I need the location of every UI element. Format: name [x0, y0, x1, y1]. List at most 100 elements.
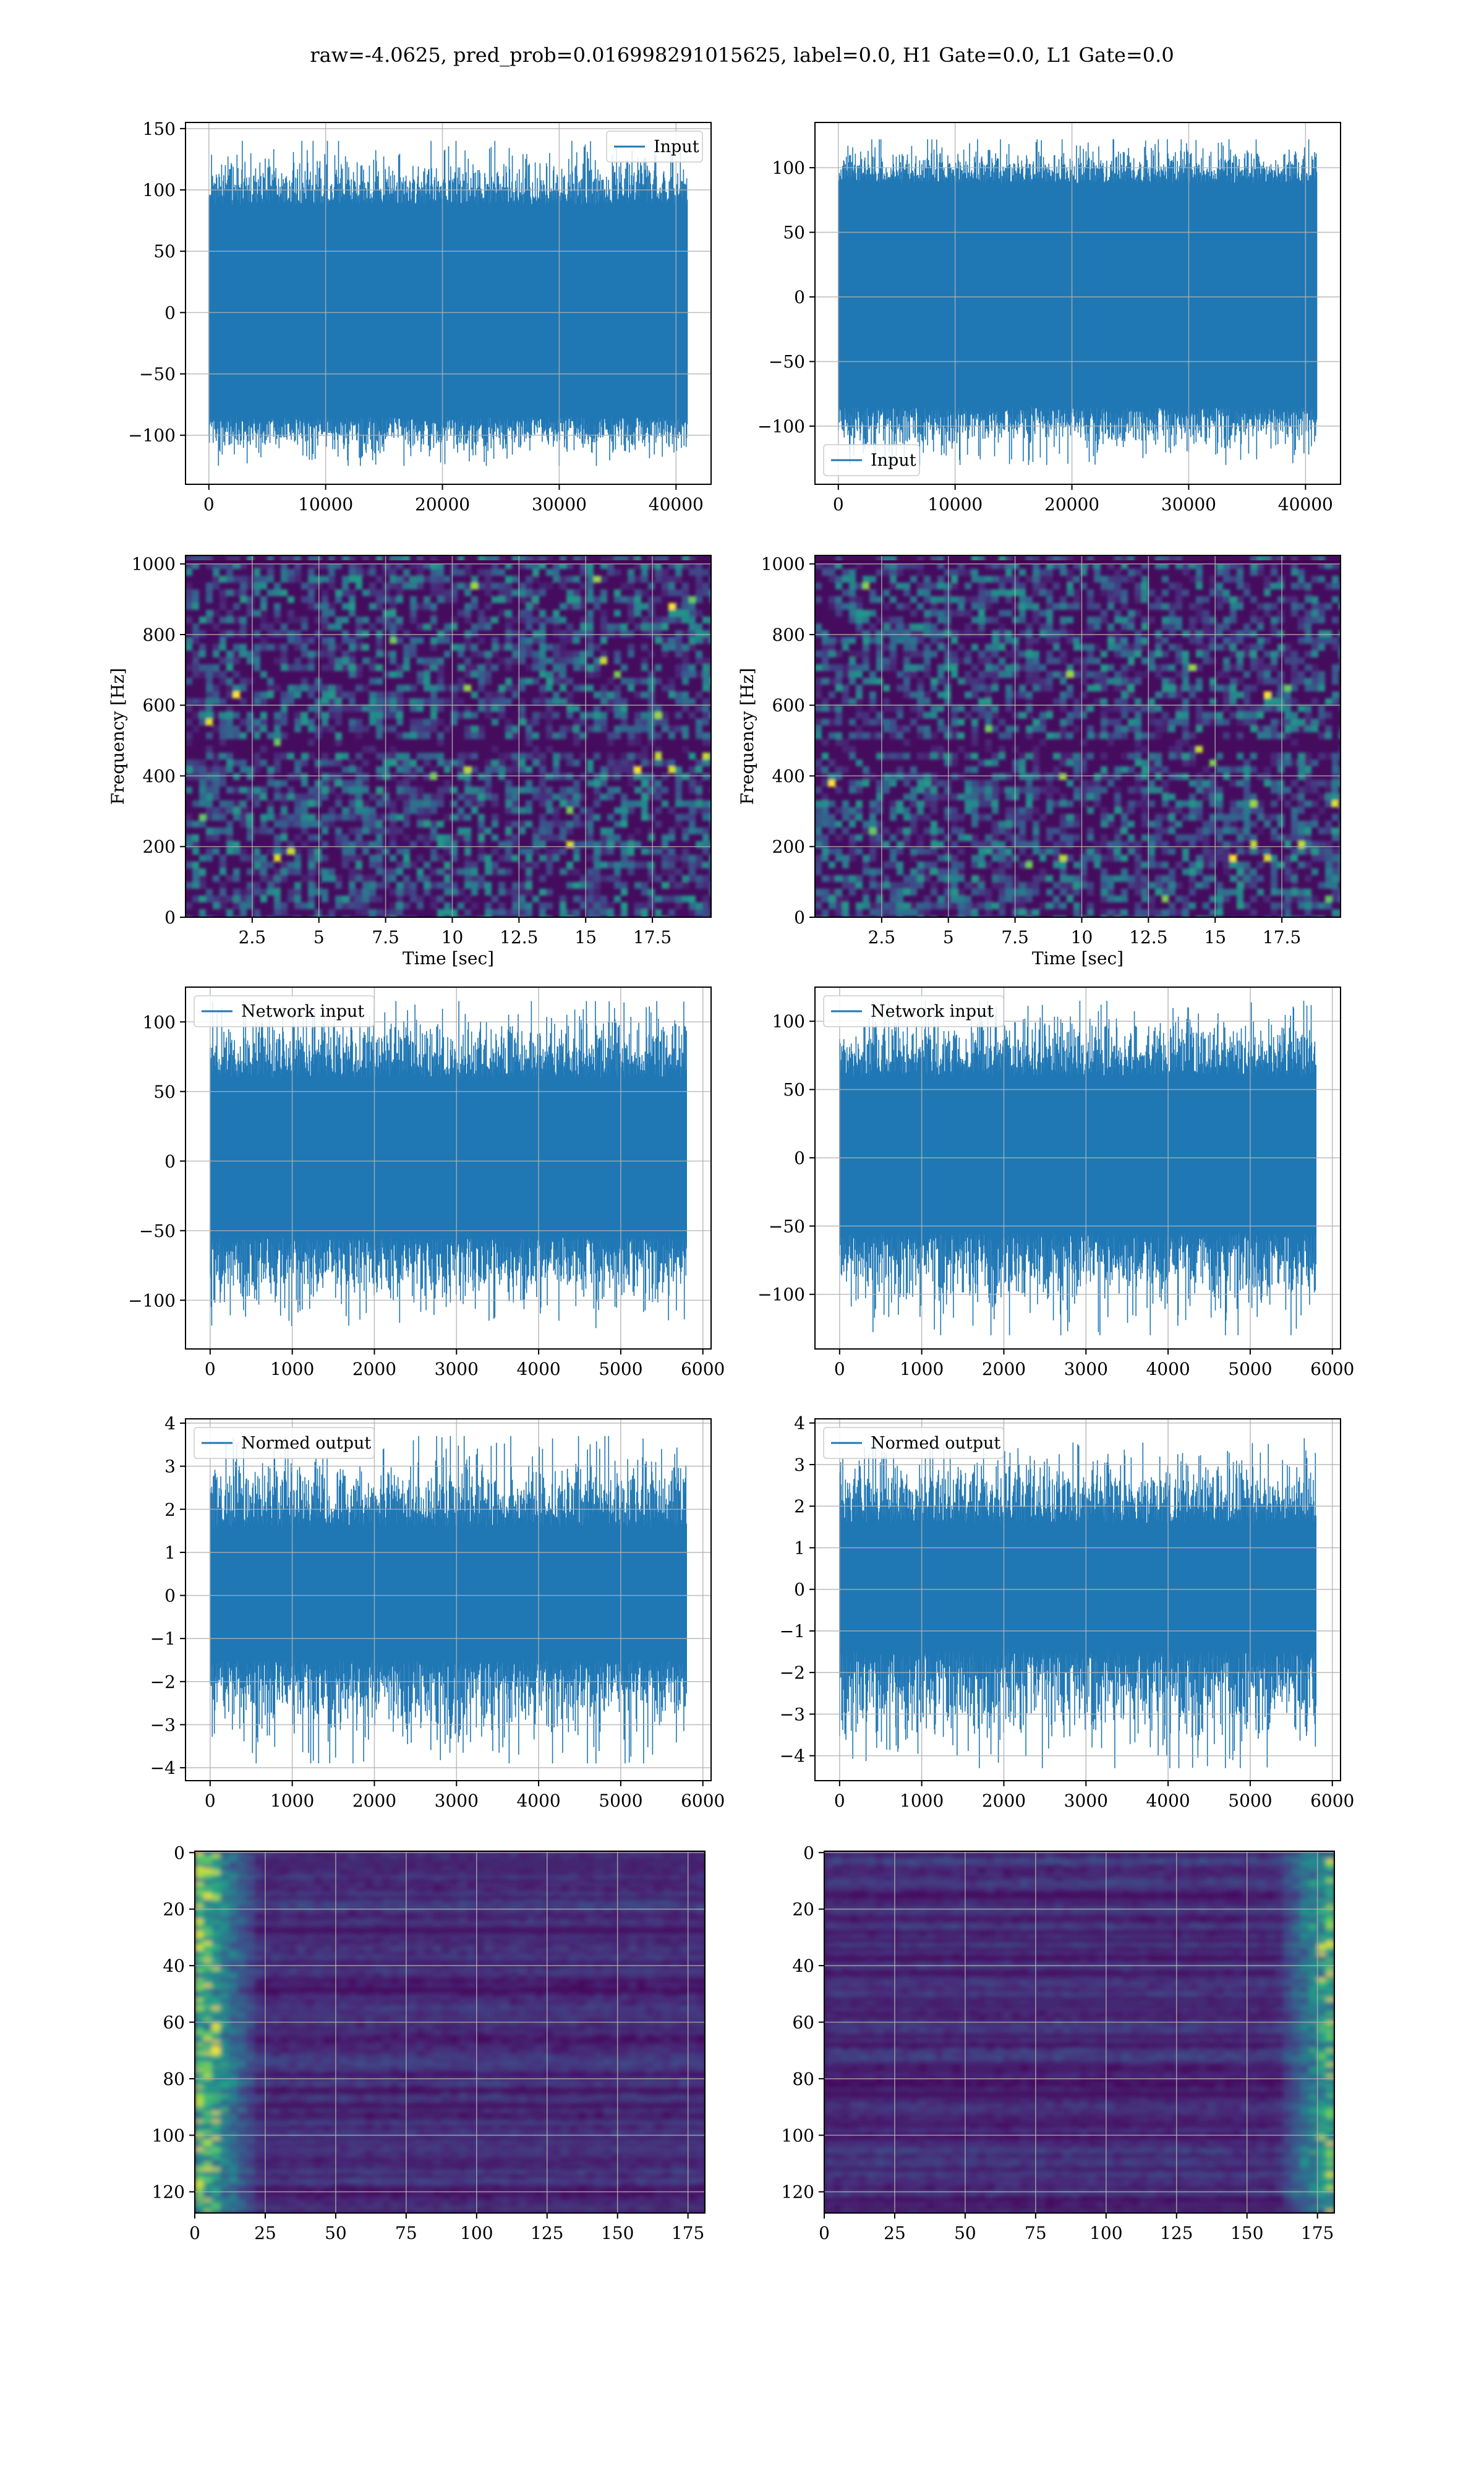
x-axis-label: Time [sec] [1032, 948, 1124, 969]
x-tick-label: 7.5 [1001, 927, 1029, 948]
legend: Normed output [823, 1427, 1004, 1459]
y-axis-label: Frequency [Hz] [737, 668, 757, 805]
x-tick-label: 10000 [927, 494, 983, 515]
x-tick-label: 5000 [599, 1359, 642, 1379]
x-tick-label: 150 [601, 2223, 634, 2243]
y-tick-label: 0 [794, 287, 805, 307]
y-tick-label: 40 [792, 1956, 814, 1976]
axes-frame [185, 555, 712, 918]
x-tick-label: 25 [254, 2223, 276, 2243]
x-tick-label: 2000 [982, 1359, 1026, 1379]
y-tick-label: −100 [757, 416, 805, 437]
series-line-normed-output [839, 1435, 1316, 1768]
subplot-5: 0 1000 2000 3000 4000 5000 6000 −100 −50 0 50 100 Ne… [128, 987, 725, 1379]
x-tick-label: 17.5 [633, 927, 672, 948]
y-tick-label: 0 [174, 1843, 185, 1863]
x-tick-label: 40000 [649, 494, 704, 515]
x-tick-label: 100 [460, 2223, 493, 2243]
x-tick-label: 10 [1071, 927, 1093, 948]
x-tick-label: 0 [834, 1359, 845, 1379]
y-tick-label: 50 [783, 223, 805, 243]
series-line-input [838, 139, 1318, 465]
y-tick-label: 800 [772, 625, 805, 645]
subplot-6: 0 1000 2000 3000 4000 5000 6000 −100 −50 0 50 100 Ne… [757, 987, 1354, 1379]
x-tick-label: 5000 [1228, 1359, 1272, 1379]
y-tick-label: 800 [143, 625, 176, 645]
x-tick-label: 75 [1025, 2223, 1047, 2243]
x-tick-label: 2000 [352, 1791, 396, 1811]
x-tick-label: 30000 [532, 494, 587, 515]
legend: Input [606, 131, 703, 163]
y-tick-label: −50 [769, 1216, 805, 1236]
y-tick-label: −4 [780, 1746, 805, 1766]
y-tick-label: 0 [164, 1586, 176, 1606]
x-tick-label: 0 [834, 1791, 845, 1811]
subplot-7: 0 1000 2000 3000 4000 5000 6000 −4 −3 −2 −1 0 1 2 3 4 No… [150, 1413, 725, 1811]
x-tick-label: 3000 [1064, 1359, 1108, 1379]
y-tick-label: −3 [780, 1704, 805, 1724]
legend-label: Network input [241, 1002, 364, 1021]
x-tick-label: 6000 [1310, 1359, 1354, 1379]
y-tick-label: −100 [128, 1290, 176, 1311]
plot-area [186, 555, 711, 917]
y-tick-label: 20 [792, 1899, 814, 1920]
x-tick-label: 10 [441, 927, 464, 948]
subplot-4: 2.5 5 7.5 10 12.5 15 17.5 0 200 400 600 800 1000 Time… [737, 554, 1341, 969]
y-tick-label: −4 [150, 1758, 176, 1778]
y-tick-label: 0 [164, 1151, 176, 1171]
x-tick-label: 3000 [1064, 1791, 1108, 1811]
axes-frame [814, 1418, 1341, 1781]
x-tick-label: 150 [1230, 2223, 1263, 2243]
series-line-network-input [839, 1001, 1316, 1335]
series-line-network-input [210, 1001, 687, 1329]
x-tick-label: 0 [833, 494, 844, 515]
x-tick-label: 6000 [681, 1791, 725, 1811]
x-tick-label: 3000 [435, 1791, 479, 1811]
x-tick-label: 6000 [681, 1359, 725, 1379]
y-tick-label: −2 [150, 1672, 176, 1692]
x-tick-label: 2.5 [868, 927, 896, 948]
x-tick-label: 1000 [900, 1791, 944, 1811]
y-tick-label: 50 [153, 1082, 176, 1102]
y-tick-label: 0 [794, 1580, 805, 1600]
y-tick-label: 1000 [132, 554, 176, 575]
y-tick-label: 200 [143, 837, 176, 857]
y-tick-label: 400 [772, 766, 805, 786]
y-tick-label: 50 [783, 1080, 805, 1100]
y-tick-label: 4 [164, 1413, 176, 1434]
y-tick-label: 150 [143, 119, 176, 139]
y-tick-label: −3 [150, 1714, 176, 1735]
subplot-3: 2.5 5 7.5 10 12.5 15 17.5 0 200 400 600 800 1000 Time… [108, 554, 712, 969]
y-tick-label: 2 [794, 1496, 805, 1517]
x-tick-label: 2000 [352, 1359, 396, 1379]
subplot-1: 0 10000 20000 30000 40000 −100 −50 0 50 100 150 Inp… [128, 119, 712, 515]
plot-area [824, 1851, 1334, 2213]
axes-frame [814, 122, 1341, 485]
x-tick-label: 30000 [1161, 494, 1216, 515]
x-tick-label: 17.5 [1263, 927, 1301, 948]
x-tick-label: 125 [1160, 2223, 1193, 2243]
x-tick-label: 0 [205, 1791, 216, 1811]
x-tick-label: 100 [1090, 2223, 1122, 2243]
y-tick-label: −100 [757, 1285, 805, 1305]
y-tick-label: 0 [794, 1148, 805, 1168]
x-tick-label: 15 [1204, 927, 1226, 948]
y-tick-label: 20 [163, 1899, 185, 1920]
subplot-2: 0 10000 20000 30000 40000 −100 −50 0 50 100 Input [757, 122, 1341, 515]
x-tick-label: 7.5 [372, 927, 399, 948]
x-tick-label: 25 [884, 2223, 906, 2243]
axes-frame [185, 987, 712, 1350]
y-tick-label: 600 [143, 695, 176, 716]
legend-label: Input [654, 137, 699, 156]
y-tick-label: 0 [164, 302, 176, 323]
axes-frame [185, 122, 712, 485]
y-tick-label: −50 [139, 364, 176, 385]
y-tick-label: −50 [139, 1221, 176, 1241]
plot-area [186, 122, 711, 484]
y-tick-label: 200 [772, 837, 805, 857]
x-tick-label: 20000 [1044, 494, 1099, 515]
y-tick-label: 600 [772, 695, 805, 716]
axes-frame [824, 1851, 1335, 2214]
y-tick-label: 100 [143, 1012, 176, 1032]
